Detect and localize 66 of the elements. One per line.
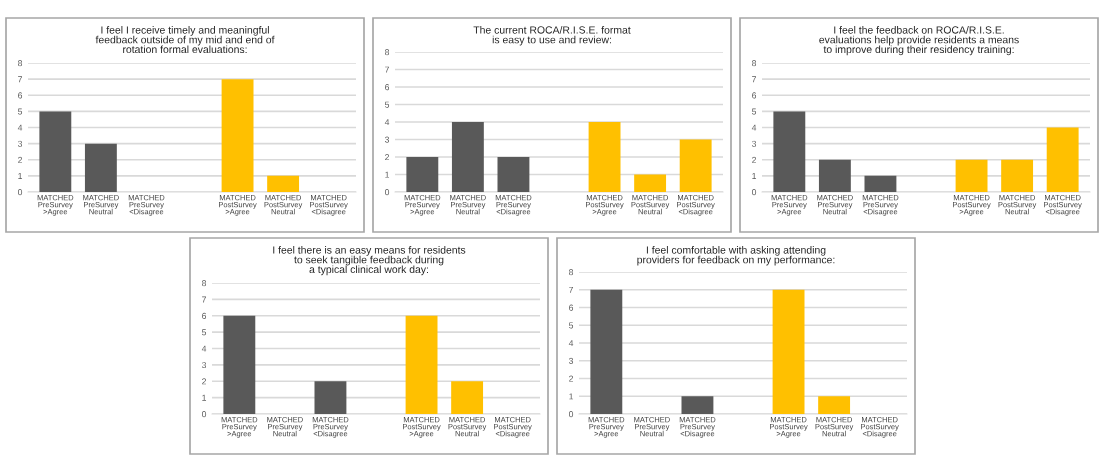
y-tick-label: 5 — [569, 322, 574, 329]
y-tick-label: 8 — [752, 60, 757, 67]
y-tick-label: 0 — [568, 411, 574, 418]
y-tick-label: 3 — [384, 136, 390, 143]
bar — [773, 111, 806, 192]
bar — [679, 139, 712, 192]
y-tick-label: 2 — [569, 375, 574, 382]
y-tick-label: 1 — [18, 173, 23, 179]
y-tick-label: 4 — [568, 340, 574, 347]
y-tick-label: 6 — [202, 312, 207, 319]
y-tick-label: 6 — [752, 92, 757, 99]
bar — [955, 159, 988, 192]
bar — [451, 122, 484, 192]
chart-title: I feel comfortable with asking attending providers for feedback on my performance: — [637, 246, 835, 266]
y-tick-label: 8 — [18, 60, 23, 67]
chart-title: The current ROCA/R.I.S.E. format is easy to use and review: — [473, 26, 631, 46]
bar — [84, 143, 117, 192]
y-tick-label: 0 — [384, 189, 390, 196]
y-tick-label: 7 — [752, 76, 757, 83]
y-tick-label: 1 — [385, 171, 390, 178]
bar — [406, 157, 439, 192]
y-tick-label: 6 — [385, 84, 390, 91]
bar — [634, 174, 667, 192]
bar — [1046, 127, 1079, 192]
y-tick-label: 3 — [201, 361, 207, 369]
y-tick-label: 3 — [17, 140, 23, 147]
y-tick-label: 8 — [385, 49, 390, 56]
chart-title: I feel I receive timely and meaningful feedback outside of my mid and end of rotation formal evaluations: — [95, 26, 275, 54]
bar — [864, 175, 897, 192]
chart-title: I feel the feedback on ROCA/R.I.S.E. evaluations help provide residents a means to improve during their residency training: — [819, 26, 1019, 56]
bar — [221, 79, 254, 192]
y-tick-label: 2 — [202, 378, 207, 385]
y-tick-label: 5 — [18, 108, 23, 115]
y-tick-label: 8 — [569, 269, 574, 276]
y-tick-label: 2 — [18, 156, 23, 163]
bar — [497, 157, 530, 192]
y-tick-label: 0 — [201, 411, 207, 418]
bar — [588, 122, 621, 192]
bar — [818, 159, 851, 192]
bar — [39, 111, 72, 192]
y-tick-label: 5 — [202, 329, 207, 336]
y-tick-label: 2 — [385, 154, 390, 161]
chart-title: I feel there is an easy means for residents to seek tangible feedback during a typical clinical work day: — [273, 246, 466, 276]
y-tick-label: 2 — [752, 156, 757, 163]
bar — [1001, 159, 1034, 192]
y-tick-label: 7 — [202, 296, 207, 303]
y-tick-label: 0 — [751, 189, 757, 196]
y-tick-label: 4 — [17, 124, 23, 131]
y-tick-label: 7 — [569, 286, 574, 293]
y-tick-label: 6 — [18, 92, 23, 99]
y-tick-label: 5 — [752, 108, 757, 115]
bar — [267, 175, 300, 192]
y-tick-label: 7 — [18, 76, 23, 83]
y-tick-label: 6 — [569, 304, 574, 311]
y-tick-label: 5 — [385, 101, 390, 108]
y-tick-label: 1 — [752, 173, 757, 179]
y-tick-label: 3 — [568, 357, 574, 364]
y-tick-label: 1 — [569, 393, 574, 400]
y-tick-label: 7 — [385, 66, 390, 73]
y-tick-label: 4 — [751, 124, 757, 131]
y-tick-label: 8 — [202, 280, 207, 287]
y-tick-label: 1 — [202, 394, 207, 401]
y-tick-label: 4 — [201, 345, 207, 352]
y-tick-label: 4 — [384, 119, 390, 126]
y-tick-label: 0 — [17, 189, 23, 196]
y-tick-label: 3 — [751, 140, 757, 147]
